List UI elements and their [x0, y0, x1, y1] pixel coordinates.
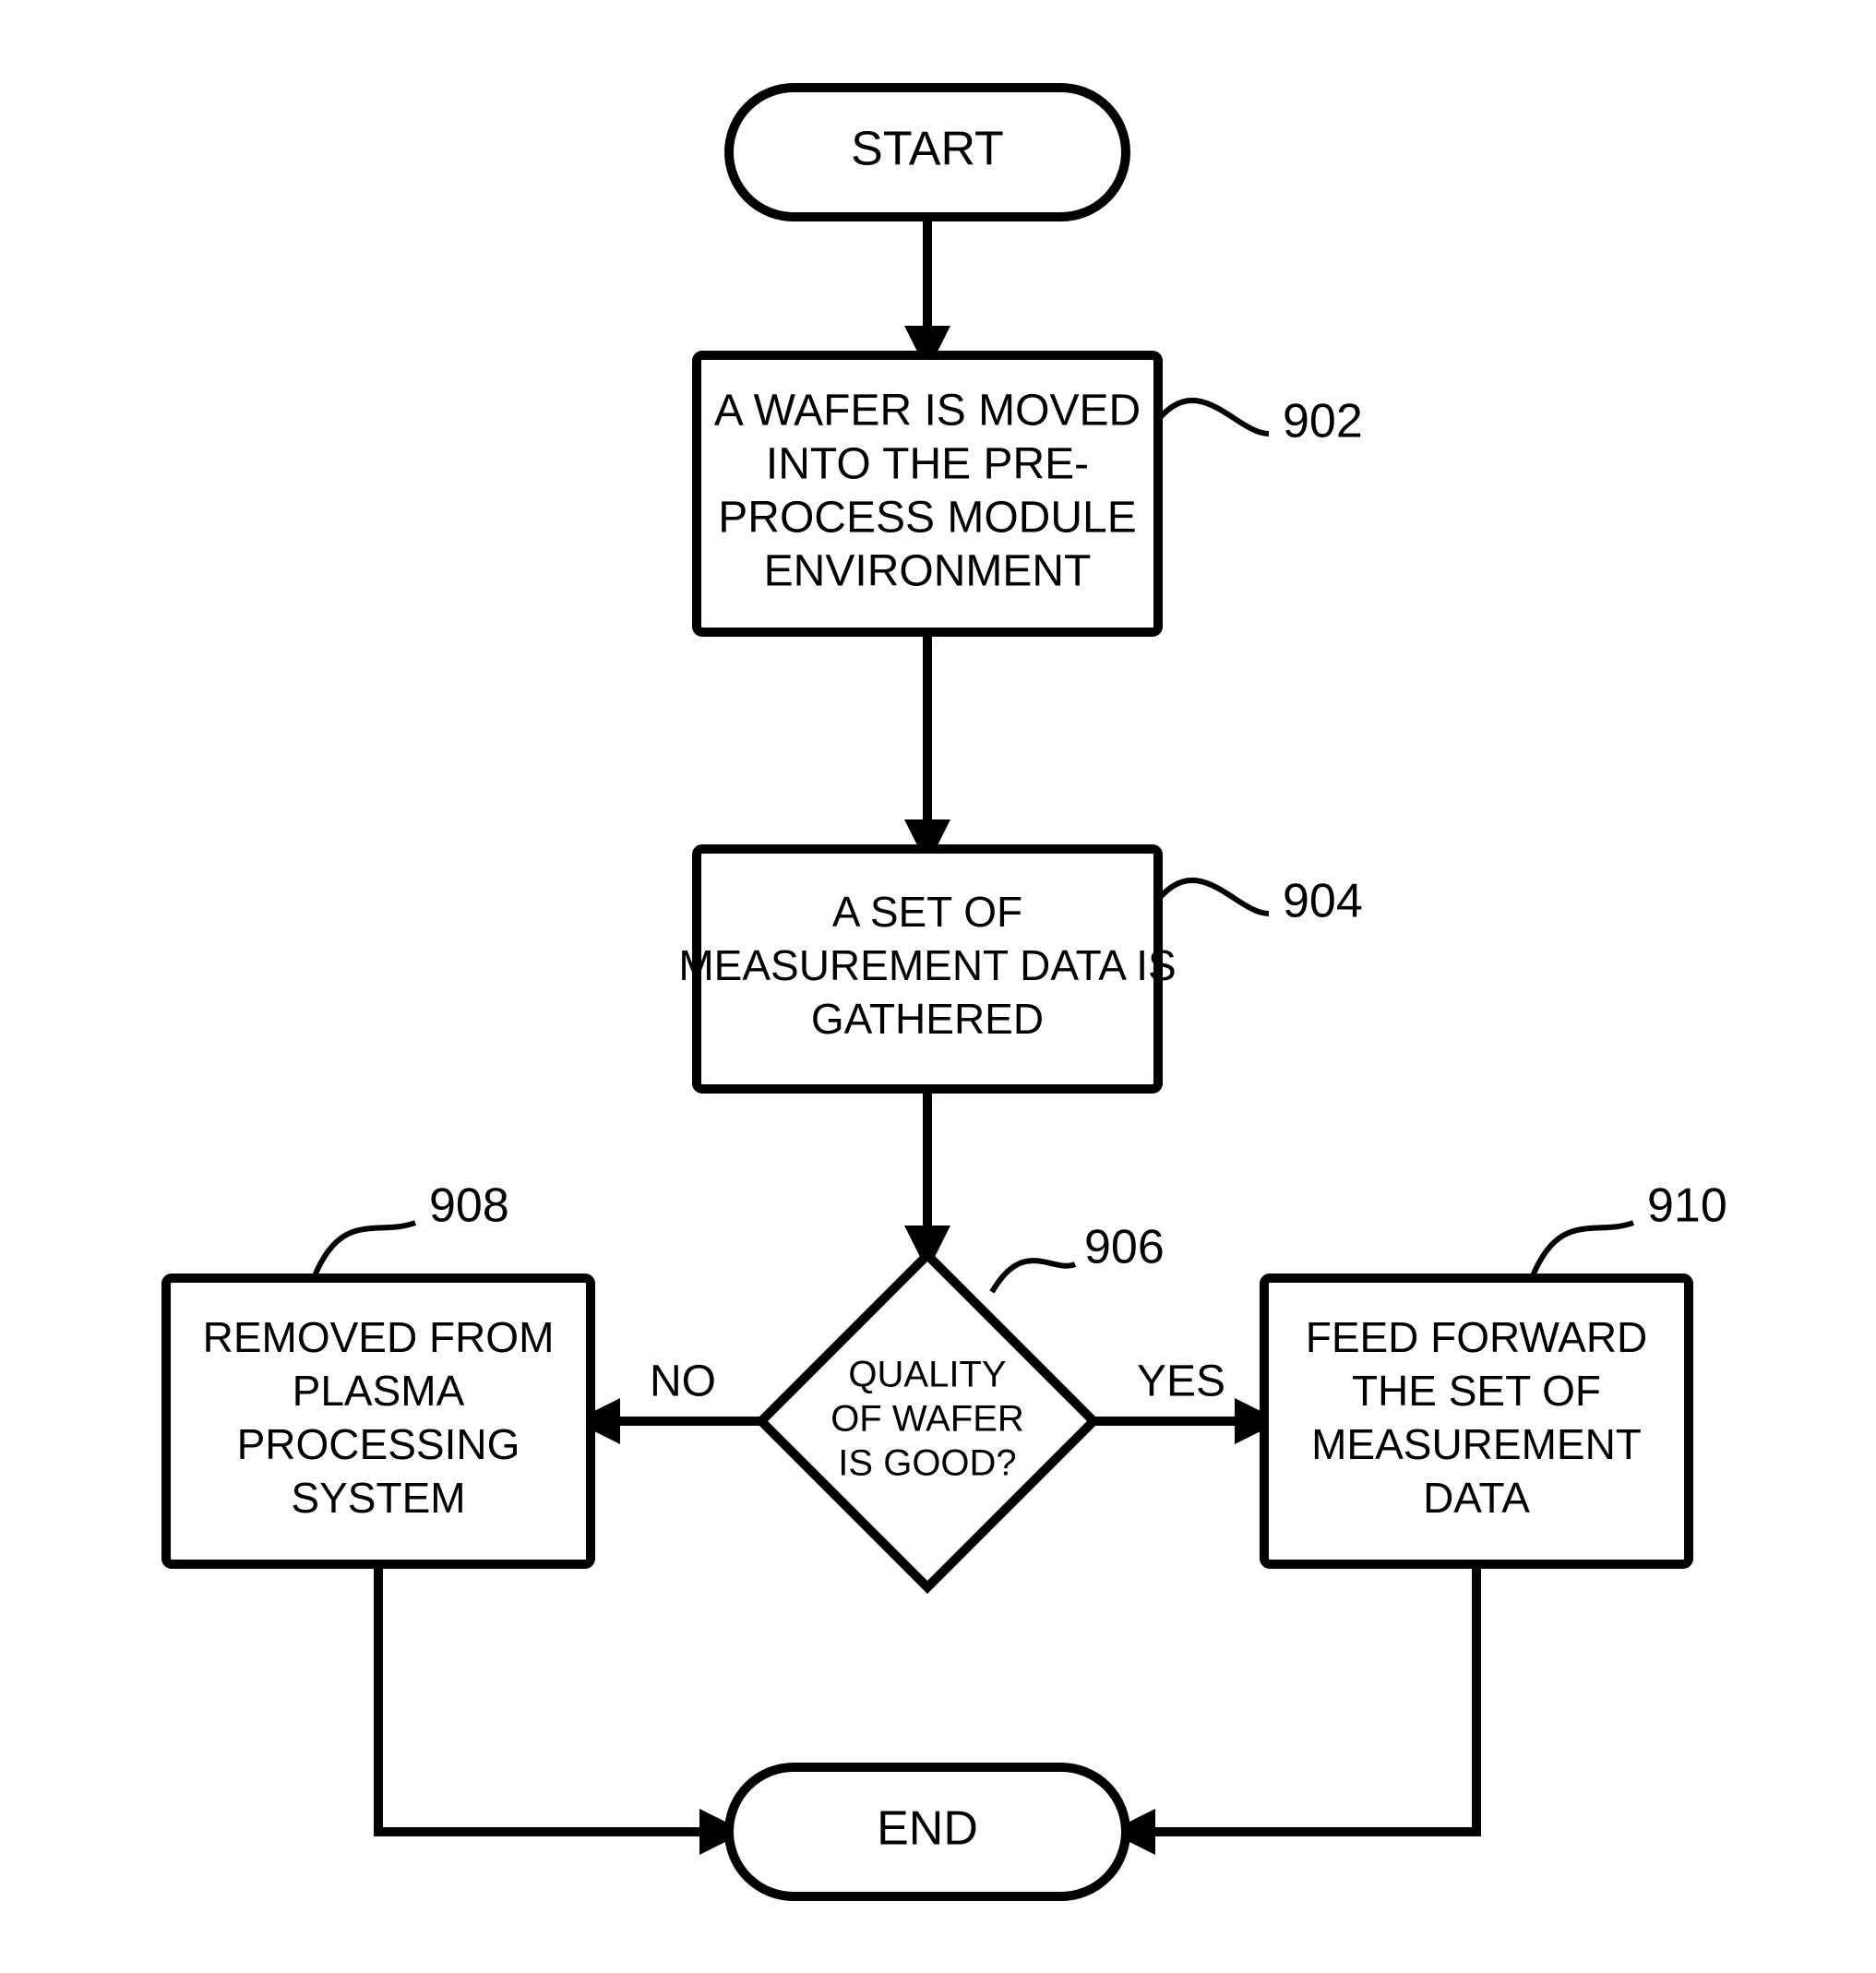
- node-n902-leader: [1158, 401, 1269, 434]
- node-n910-text-line-0: FEED FORWARD: [1306, 1313, 1648, 1361]
- node-n902-text-line-3: ENVIRONMENT: [764, 547, 1092, 596]
- node-n902-text-line-2: PROCESS MODULE: [718, 494, 1136, 543]
- node-n908-leader: [314, 1223, 415, 1278]
- node-start: START: [729, 88, 1126, 217]
- node-n904-leader: [1158, 880, 1269, 914]
- node-n910-text-line-2: MEASUREMENT: [1311, 1420, 1642, 1468]
- node-n902-text-line-1: INTO THE PRE-: [766, 440, 1089, 489]
- node-n906-text-line-0: QUALITY: [848, 1355, 1006, 1395]
- node-n910-text-line-3: DATA: [1423, 1474, 1530, 1522]
- node-n908-text-line-2: PROCESSING: [237, 1420, 520, 1468]
- node-n906-leader: [992, 1261, 1075, 1292]
- node-n910-text-line-1: THE SET OF: [1352, 1367, 1601, 1415]
- node-n904-text-line-2: GATHERED: [811, 995, 1044, 1043]
- node-n904-text-line-0: A SET OF: [832, 888, 1022, 936]
- node-n910-ref-label: 910: [1647, 1179, 1727, 1233]
- node-n902-text-line-0: A WAFER IS MOVED: [714, 387, 1141, 436]
- nodes-layer: START A WAFER IS MOVEDINTO THE PRE- PROCES…: [166, 88, 1689, 1896]
- node-n908-ref-label: 908: [429, 1179, 509, 1233]
- node-n908-text-line-3: SYSTEM: [291, 1474, 465, 1522]
- node-n904-ref-label: 904: [1283, 875, 1363, 928]
- node-n902-ref-label: 902: [1283, 395, 1363, 448]
- node-n906-text-line-1: OF WAFER: [830, 1399, 1024, 1440]
- edge-e_906_910-label: YES: [1137, 1357, 1225, 1406]
- node-n910-leader: [1532, 1223, 1633, 1278]
- node-n908-text-line-1: PLASMA: [293, 1367, 465, 1415]
- node-n904-text-line-1: MEASUREMENT DATA IS: [678, 941, 1176, 989]
- node-end: END: [729, 1767, 1126, 1896]
- node-n906: QUALITYOF WAFERIS GOOD?: [761, 1255, 1093, 1587]
- node-n908-text-line-0: REMOVED FROM: [203, 1313, 555, 1361]
- edge-e_908_end: [378, 1564, 729, 1832]
- node-n910: FEED FORWARD THE SET OF MEASUREMENT DATA: [1264, 1278, 1689, 1564]
- node-n904: A SET OF MEASUREMENT DATA IS GATHERED: [678, 849, 1176, 1089]
- node-n906-ref-label: 906: [1084, 1221, 1165, 1274]
- node-n902: A WAFER IS MOVEDINTO THE PRE- PROCESS MOD…: [697, 355, 1158, 632]
- flowchart-canvas: START A WAFER IS MOVEDINTO THE PRE- PROCES…: [0, 0, 1876, 1973]
- edge-e_906_908-label: NO: [650, 1357, 716, 1406]
- node-n908: REMOVED FROM PLASMA PROCESSING SYSTEM: [166, 1278, 591, 1564]
- node-end-text-line-0: END: [877, 1802, 978, 1856]
- edge-e_910_end: [1126, 1564, 1476, 1832]
- node-n906-text-line-2: IS GOOD?: [838, 1443, 1016, 1484]
- node-start-text-line-0: START: [851, 123, 1004, 176]
